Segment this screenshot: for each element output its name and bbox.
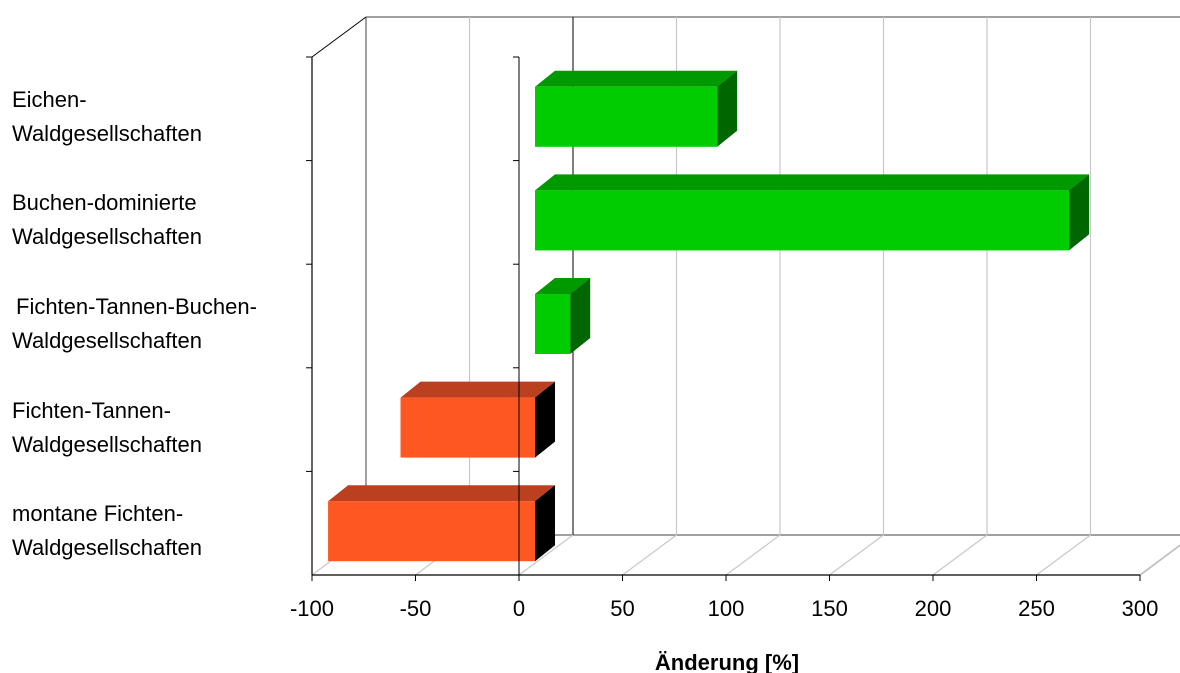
bar-side-face bbox=[535, 485, 555, 562]
category-label-line: Waldgesellschaften bbox=[12, 120, 202, 146]
bar-side-face bbox=[535, 381, 555, 458]
floor-gridline bbox=[932, 534, 988, 576]
category-label: Buchen-dominierte Waldgesellschaften bbox=[12, 186, 202, 254]
x-axis-title: Änderung [%] bbox=[655, 650, 799, 673]
bar-front-face bbox=[400, 397, 535, 458]
x-tick-label: 0 bbox=[513, 596, 525, 621]
bar-3 bbox=[400, 381, 555, 458]
floor-gridline bbox=[1036, 534, 1091, 576]
bar-top-face bbox=[328, 485, 555, 502]
x-tick-label: -100 bbox=[290, 596, 334, 621]
category-label-line: Waldgesellschaften bbox=[12, 535, 202, 561]
floor-gridline bbox=[1139, 544, 1180, 576]
category-label-line: Fichten-Tannen- bbox=[12, 397, 171, 423]
x-tick-label: -50 bbox=[400, 596, 432, 621]
bar-4 bbox=[328, 485, 555, 562]
floor-right-edge bbox=[1139, 544, 1180, 576]
bar-front-face bbox=[535, 86, 718, 147]
floor-gridline bbox=[518, 534, 574, 576]
x-tick-label: 200 bbox=[915, 596, 952, 621]
category-label-line: Waldgesellschaften bbox=[12, 328, 202, 353]
bar-side-face bbox=[717, 70, 738, 147]
bar-front-face bbox=[535, 294, 571, 354]
bar-top-face bbox=[400, 381, 555, 398]
category-label: Fichten-Tannen- Waldgesellschaften bbox=[12, 394, 202, 462]
floor-gridline bbox=[725, 534, 781, 576]
bar-front-face bbox=[328, 501, 535, 562]
floor-gridline bbox=[622, 534, 677, 576]
category-label-line: Waldgesellschaften bbox=[12, 431, 202, 457]
category-label-line: Waldgesellschaften bbox=[12, 224, 202, 250]
category-label: Eichen- Waldgesellschaften bbox=[12, 83, 202, 151]
x-tick-label: 50 bbox=[610, 596, 634, 621]
bars bbox=[328, 70, 1090, 562]
bar-top-face bbox=[535, 278, 591, 294]
x-tick-label: 250 bbox=[1018, 596, 1055, 621]
bar-0 bbox=[535, 70, 738, 147]
x-tick-label: 150 bbox=[811, 596, 848, 621]
bar-top-face bbox=[535, 174, 1090, 191]
bar-side-face bbox=[570, 278, 591, 354]
bar-front-face bbox=[535, 190, 1070, 251]
x-tick-label: 100 bbox=[708, 596, 745, 621]
category-label: montane Fichten- Waldgesellschaften bbox=[12, 497, 202, 565]
bar-side-face bbox=[1069, 174, 1090, 251]
category-label-line: montane Fichten- bbox=[12, 501, 184, 527]
category-label: Fichten-Tannen-Buchen- Waldgesellschaften bbox=[12, 290, 257, 358]
x-tick-labels: -100 -50 0 50 100 150 200 250 300 bbox=[290, 596, 1158, 621]
left-wall-top-edge bbox=[311, 16, 367, 58]
category-label-line: Buchen-dominierte bbox=[12, 190, 197, 216]
bar-top-face bbox=[535, 70, 738, 87]
axes bbox=[306, 56, 1141, 581]
category-label-line: Fichten-Tannen-Buchen- bbox=[16, 294, 257, 319]
floor-gridline bbox=[829, 534, 884, 576]
bar-1 bbox=[535, 174, 1090, 251]
category-label-line: Eichen- bbox=[12, 86, 87, 112]
x-tick-label: 300 bbox=[1122, 596, 1159, 621]
bar-2 bbox=[535, 278, 591, 354]
